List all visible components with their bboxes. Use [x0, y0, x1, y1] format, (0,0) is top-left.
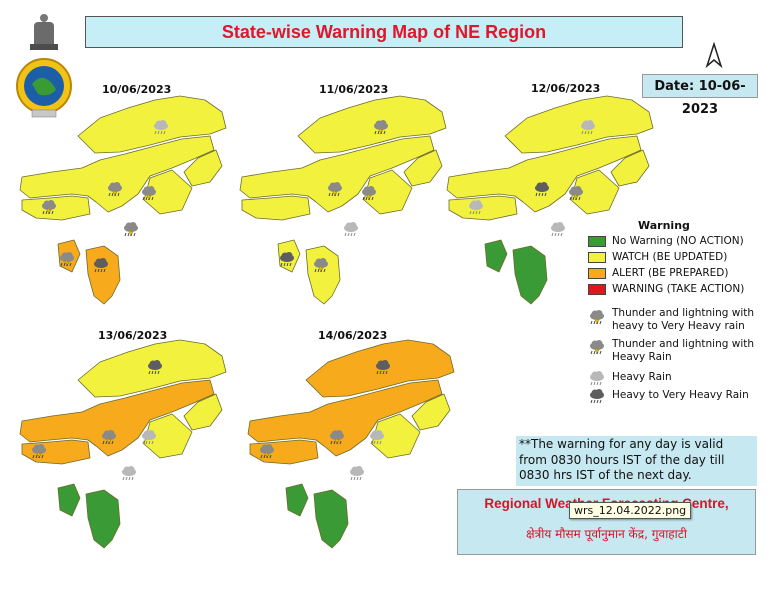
region-assam: [19, 135, 215, 213]
state-map-2: [239, 95, 447, 305]
map-date-5: 14/06/2023: [318, 329, 388, 342]
thunder-heavy-rain-icon: [588, 340, 606, 359]
region-mizoram: [85, 489, 121, 549]
legend-symbol-label-4: Heavy to Very Heavy Rain: [612, 389, 749, 401]
region-meghalaya: [21, 439, 91, 465]
region-nagaland: [183, 149, 223, 187]
region-manipur: [143, 413, 193, 459]
region-meghalaya: [249, 439, 319, 465]
heavy-rain-icon: [122, 466, 136, 481]
region-arunachal: [504, 95, 654, 154]
thunder-heavy-rain-icon: [260, 444, 274, 459]
map-date-3: 12/06/2023: [531, 82, 601, 95]
filename-tooltip: wrs_12.04.2022.png: [569, 502, 692, 519]
state-map-4: [19, 339, 227, 549]
heavy-rain-icon: [344, 222, 358, 237]
thunder-heavy-rain-icon: [108, 182, 122, 197]
thunder-heavy-rain-icon: [328, 182, 342, 197]
region-assam: [19, 379, 215, 457]
region-manipur: [363, 169, 413, 215]
very-heavy-rain-icon: [94, 258, 108, 273]
thunder-heavy-rain-icon: [124, 222, 138, 237]
thunder-heavy-rain-icon: [32, 444, 46, 459]
very-heavy-rain-icon: [280, 252, 294, 267]
region-mizoram: [512, 245, 548, 305]
region-mizoram: [85, 245, 121, 305]
region-nagaland: [411, 393, 451, 431]
region-assam: [247, 379, 443, 457]
legend-swatch-alert: [588, 268, 606, 279]
region-meghalaya: [21, 195, 91, 221]
legend-label-watch: WATCH (BE UPDATED): [612, 251, 728, 263]
state-map-3: [446, 95, 654, 305]
region-meghalaya: [448, 195, 518, 221]
region-nagaland: [183, 393, 223, 431]
thunder-heavy-rain-icon: [60, 252, 74, 267]
heavy-rain-icon: [588, 371, 606, 390]
region-nagaland: [610, 149, 650, 187]
map-date-2: 11/06/2023: [319, 83, 389, 96]
heavy-rain-icon: [350, 466, 364, 481]
map-date-1: 10/06/2023: [102, 83, 172, 96]
legend-swatch-warning: [588, 284, 606, 295]
heavy-rain-icon: [142, 430, 156, 445]
region-mizoram: [305, 245, 341, 305]
region-arunachal: [77, 95, 227, 154]
thunder-very-heavy-rain-icon: [588, 310, 606, 329]
region-manipur: [143, 169, 193, 215]
legend-label-alert: ALERT (BE PREPARED): [612, 267, 729, 279]
thunder-heavy-rain-icon: [142, 186, 156, 201]
thunder-heavy-rain-icon: [362, 186, 376, 201]
very-heavy-rain-icon: [588, 389, 606, 408]
rwfc-name-hindi: क्षेत्रीय मौसम पूर्वानुमान केंद्र, गुवाह…: [526, 527, 687, 541]
legend-symbol-label-2: Thunder and lightning with Heavy Rain: [612, 338, 755, 363]
validity-note: **The warning for any day is valid from …: [516, 436, 757, 486]
legend-symbol-label-3: Heavy Rain: [612, 371, 672, 383]
imd-emblem: [14, 14, 74, 118]
region-tripura: [484, 239, 508, 273]
thunder-very-heavy-rain-icon: [42, 200, 56, 215]
legend-label-warning: WARNING (TAKE ACTION): [612, 283, 745, 295]
legend-swatch-watch: [588, 252, 606, 263]
thunder-heavy-rain-icon: [569, 186, 583, 201]
state-map-1: [19, 95, 227, 305]
heavy-rain-icon: [551, 222, 565, 237]
very-heavy-rain-icon: [535, 182, 549, 197]
heavy-rain-icon: [469, 200, 483, 215]
north-arrow-icon: [705, 41, 723, 70]
region-assam: [446, 135, 642, 213]
heavy-rain-icon: [370, 430, 384, 445]
thunder-heavy-rain-icon: [102, 430, 116, 445]
page-title: State-wise Warning Map of NE Region: [85, 16, 683, 48]
region-mizoram: [313, 489, 349, 549]
thunder-heavy-rain-icon: [330, 430, 344, 445]
very-heavy-rain-icon: [376, 360, 390, 375]
issue-date: Date: 10-06-2023: [642, 74, 758, 117]
heavy-rain-icon: [154, 120, 168, 135]
very-heavy-rain-icon: [148, 360, 162, 375]
legend-label-no-warning: No Warning (NO ACTION): [612, 235, 744, 247]
state-map-5: [247, 339, 455, 549]
region-tripura: [57, 483, 81, 517]
region-manipur: [371, 413, 421, 459]
legend-swatch-no-warning: [588, 236, 606, 247]
thunder-heavy-rain-icon: [374, 120, 388, 135]
legend-title: Warning: [638, 219, 690, 232]
region-nagaland: [403, 149, 443, 187]
legend-symbol-label-1: Thunder and lightning with heavy to Very…: [612, 307, 755, 332]
map-date-4: 13/06/2023: [98, 329, 168, 342]
region-tripura: [285, 483, 309, 517]
region-meghalaya: [241, 195, 311, 221]
heavy-rain-icon: [581, 120, 595, 135]
region-arunachal: [297, 95, 447, 154]
thunder-heavy-rain-icon: [314, 258, 328, 273]
rwfc-box: Regional Weather Forecasting Centre, Guw…: [457, 489, 756, 555]
legend: No Warning (NO ACTION) WATCH (BE UPDATED…: [588, 234, 768, 409]
region-manipur: [570, 169, 620, 215]
region-assam: [239, 135, 435, 213]
